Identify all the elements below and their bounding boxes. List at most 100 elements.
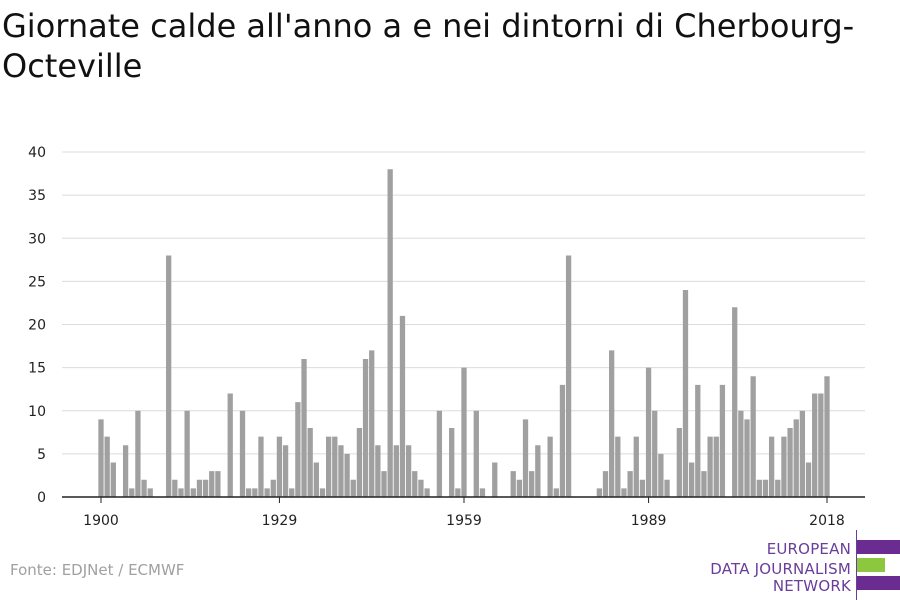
bar-1959 bbox=[461, 367, 467, 498]
x-tick-label: 1929 bbox=[262, 513, 298, 529]
bar-1944 bbox=[369, 350, 375, 498]
bar-1941 bbox=[350, 479, 356, 497]
bar-1907 bbox=[141, 479, 147, 497]
bar-1971 bbox=[535, 445, 541, 497]
bar-1939 bbox=[338, 445, 344, 497]
bar-1940 bbox=[344, 453, 350, 498]
bar-1913 bbox=[178, 488, 184, 498]
bar-1923 bbox=[239, 410, 246, 497]
bar-2012 bbox=[787, 428, 793, 497]
bar-1908 bbox=[147, 488, 153, 498]
source-note: Fonte: EDJNet / ECMWF bbox=[10, 561, 185, 579]
bar-1932 bbox=[295, 402, 301, 498]
bar-1934 bbox=[307, 428, 313, 497]
bar-1921 bbox=[227, 393, 233, 497]
bar-2000 bbox=[713, 436, 719, 498]
bar-1928 bbox=[270, 479, 276, 497]
bar-1985 bbox=[621, 488, 627, 498]
bar-1911 bbox=[166, 255, 172, 497]
bar-1900 bbox=[98, 419, 104, 498]
bar-1937 bbox=[326, 436, 332, 498]
bar-1947 bbox=[387, 169, 393, 497]
grid-lines bbox=[62, 151, 865, 455]
bar-1926 bbox=[258, 436, 264, 498]
bar-2001 bbox=[719, 384, 726, 498]
bar-1996 bbox=[689, 462, 695, 497]
bar-1952 bbox=[418, 479, 424, 497]
bar-1988 bbox=[639, 479, 646, 497]
bar-1924 bbox=[246, 488, 252, 498]
y-tick-label: 15 bbox=[28, 361, 46, 377]
y-tick-label: 0 bbox=[37, 490, 46, 506]
bar-1916 bbox=[196, 479, 203, 497]
bar-1973 bbox=[547, 436, 553, 498]
y-tick-label: 5 bbox=[37, 447, 46, 463]
bar-2016 bbox=[812, 393, 818, 497]
bar-2008 bbox=[762, 479, 769, 497]
bar-2014 bbox=[799, 410, 806, 497]
bar-1986 bbox=[627, 471, 633, 498]
bar-1961 bbox=[473, 410, 479, 497]
y-tick-label: 25 bbox=[28, 274, 46, 290]
bar-1998 bbox=[701, 471, 707, 498]
edjnet-logo[interactable]: EUROPEAN DATA JOURNALISM NETWORK bbox=[700, 530, 900, 600]
bar-2013 bbox=[793, 419, 799, 498]
bar-1958 bbox=[455, 488, 461, 498]
bar-1992 bbox=[664, 479, 670, 497]
bar-series bbox=[98, 169, 830, 498]
bar-1983 bbox=[609, 350, 615, 498]
x-tick-label: 1989 bbox=[631, 513, 667, 529]
bar-1943 bbox=[362, 359, 369, 497]
bar-1950 bbox=[405, 445, 412, 497]
bar-1987 bbox=[633, 436, 639, 498]
logo-line-1: EUROPEAN bbox=[766, 540, 851, 558]
bar-1951 bbox=[412, 471, 418, 498]
chart-title: Giornate calde all'anno a e nei dintorni… bbox=[2, 7, 855, 85]
bar-2011 bbox=[781, 436, 787, 498]
bar-1953 bbox=[424, 488, 430, 498]
bar-1915 bbox=[190, 488, 196, 498]
bar-1917 bbox=[202, 479, 209, 497]
bar-1931 bbox=[289, 488, 295, 498]
y-axis-ticks: 0 5 10 15 20 25 30 35 40 bbox=[28, 145, 46, 506]
bar-1942 bbox=[356, 428, 363, 497]
bar-1905 bbox=[129, 488, 135, 498]
bar-2018 bbox=[824, 376, 830, 497]
bar-1935 bbox=[313, 462, 319, 497]
bar-2007 bbox=[756, 479, 762, 497]
y-tick-label: 30 bbox=[28, 231, 46, 247]
bar-2004 bbox=[738, 410, 744, 497]
logo-line-2: DATA JOURNALISM bbox=[710, 560, 851, 578]
bar-1912 bbox=[172, 479, 178, 497]
bar-1964 bbox=[492, 462, 498, 497]
bar-1945 bbox=[375, 445, 381, 497]
bar-1967 bbox=[510, 471, 516, 498]
x-tick-label: 1900 bbox=[83, 513, 119, 529]
bar-1927 bbox=[264, 488, 270, 498]
y-tick-label: 35 bbox=[28, 188, 46, 204]
bar-1938 bbox=[332, 436, 338, 498]
bar-1901 bbox=[104, 436, 110, 498]
bar-1936 bbox=[319, 488, 326, 498]
logo-separator bbox=[856, 530, 857, 600]
y-tick-label: 20 bbox=[28, 318, 46, 334]
bar-1918 bbox=[209, 471, 215, 498]
bar-1981 bbox=[596, 488, 602, 498]
bar-1925 bbox=[252, 488, 258, 498]
bar-2005 bbox=[744, 419, 750, 498]
bar-1946 bbox=[381, 471, 387, 498]
bar-1949 bbox=[399, 315, 406, 498]
bar-2009 bbox=[768, 436, 775, 498]
bar-2006 bbox=[750, 376, 756, 497]
bar-1982 bbox=[602, 471, 609, 498]
bar-1997 bbox=[695, 384, 701, 498]
logo-line-3: NETWORK bbox=[772, 577, 851, 595]
bar-1930 bbox=[282, 445, 289, 497]
bar-1975 bbox=[559, 384, 566, 498]
bar-1904 bbox=[122, 445, 129, 497]
bar-1962 bbox=[479, 488, 486, 498]
bar-1995 bbox=[682, 290, 689, 497]
bar-1974 bbox=[553, 488, 559, 498]
bar-1984 bbox=[615, 436, 621, 498]
